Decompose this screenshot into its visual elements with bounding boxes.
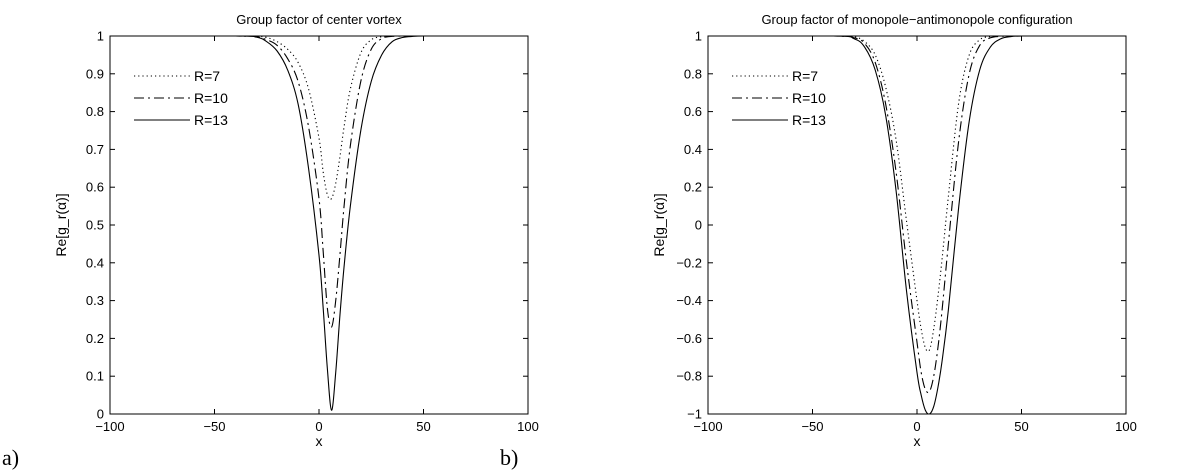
- y-tick-label: −1: [687, 407, 702, 422]
- y-tick-label: 0.8: [86, 104, 104, 119]
- y-tick-label: 0.4: [86, 255, 104, 270]
- y-tick-label: 0: [695, 218, 702, 233]
- y-tick-label: 0.7: [86, 142, 104, 157]
- legend-entry: R=13: [194, 112, 228, 128]
- series-line-r7: [110, 36, 528, 200]
- y-tick-label: −0.4: [676, 293, 702, 308]
- legend-entry: R=7: [194, 68, 220, 84]
- legend-entry: R=10: [194, 90, 228, 106]
- y-tick-label: 1: [97, 29, 104, 44]
- chart-title: Group factor of monopole−antimonopole co…: [761, 12, 1072, 27]
- series-line-r13: [110, 36, 528, 411]
- legend-entry: R=13: [792, 112, 826, 128]
- y-tick-label: 0.9: [86, 66, 104, 81]
- x-tick-label: 100: [517, 419, 539, 434]
- panel-a-center-vortex: −100 −50 0 50 100 0 0.1 0.2 0.3 0.4 0.5 0.6 0.7 0.8 0.…: [53, 12, 539, 449]
- legend-entry: R=7: [792, 68, 818, 84]
- y-tick-label: −0.2: [676, 255, 702, 270]
- x-tick-label: −100: [95, 419, 124, 434]
- y-tick-label: 0.5: [86, 218, 104, 233]
- panel-b-monopole-antimonopole: −100 −50 0 50 100 −1 −0.8 −0.6 −0.4 −0.2 0 0.2 0.4 0.…: [651, 12, 1137, 449]
- x-tick-label: 100: [1115, 419, 1137, 434]
- y-tick-label: 1: [695, 29, 702, 44]
- y-tick-label: 0.3: [86, 293, 104, 308]
- plot-frame: [109, 35, 529, 415]
- x-tick-label: −50: [801, 419, 823, 434]
- y-tick-label: −0.6: [676, 331, 702, 346]
- y-tick-label: 0.4: [684, 142, 702, 157]
- x-axis-label: x: [316, 433, 323, 449]
- y-tick-label: 0.2: [86, 331, 104, 346]
- y-tick-label: 0.6: [86, 180, 104, 195]
- x-tick-label: 50: [416, 419, 430, 434]
- panel-label-b: b): [500, 445, 518, 470]
- y-tick-label: 0.2: [684, 180, 702, 195]
- x-axis-label: x: [914, 433, 921, 449]
- legend-entry: R=10: [792, 90, 826, 106]
- x-tick-label: 0: [913, 419, 920, 434]
- y-axis-label: Re[g_r(α)]: [651, 193, 667, 256]
- series-line-r10: [110, 36, 528, 328]
- chart-title: Group factor of center vortex: [236, 12, 402, 27]
- x-tick-label: −50: [203, 419, 225, 434]
- series-line-r13: [708, 36, 1126, 414]
- y-tick-label: 0.6: [684, 104, 702, 119]
- y-axis-label: Re[g_r(α)]: [53, 193, 69, 256]
- panel-label-a: a): [2, 445, 19, 470]
- y-tick-label: −0.8: [676, 369, 702, 384]
- y-tick-label: 0.8: [684, 66, 702, 81]
- y-tick-label: 0: [97, 407, 104, 422]
- x-tick-label: 50: [1014, 419, 1028, 434]
- x-tick-label: −100: [693, 419, 722, 434]
- y-tick-label: 0.1: [86, 369, 104, 384]
- plot-frame: [707, 35, 1127, 415]
- x-tick-label: 0: [315, 419, 322, 434]
